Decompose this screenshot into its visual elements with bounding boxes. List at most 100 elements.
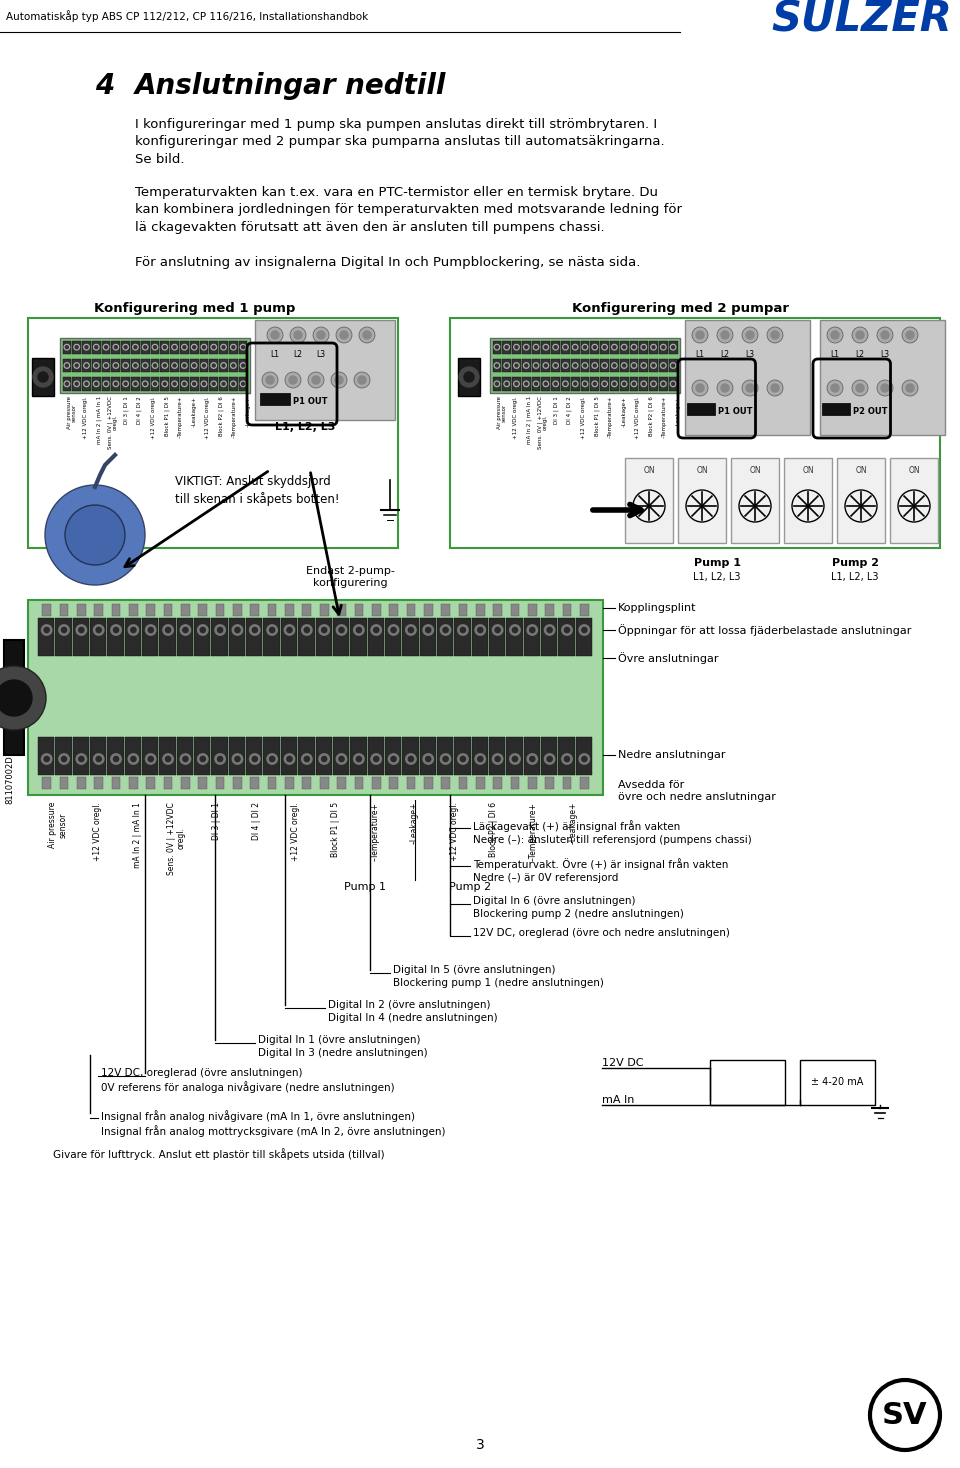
Bar <box>581 358 589 373</box>
Bar <box>73 737 89 775</box>
Circle shape <box>672 345 675 348</box>
Bar <box>571 341 580 354</box>
Bar <box>649 341 658 354</box>
Text: VIKTIGT: Anslut skyddsjord
till skenan i skåpets botten!: VIKTIGT: Anslut skyddsjord till skenan i… <box>175 476 340 506</box>
Bar <box>246 618 262 656</box>
Circle shape <box>132 345 138 349</box>
Circle shape <box>495 364 498 367</box>
Text: Givare för lufttryck. Anslut ett plastör till skåpets utsida (tillval): Givare för lufttryck. Anslut ett plastör… <box>53 1148 385 1160</box>
Circle shape <box>340 330 348 339</box>
Text: 12V DC, oreglerad (övre anslutningen)
0V referens för analoga nivågivare (nedre : 12V DC, oreglerad (övre anslutningen) 0V… <box>101 1069 395 1094</box>
Circle shape <box>767 380 783 396</box>
Circle shape <box>652 364 655 367</box>
Circle shape <box>642 382 645 385</box>
Text: 12V DC: 12V DC <box>602 1058 643 1069</box>
Bar <box>151 377 159 390</box>
Bar <box>228 358 238 373</box>
Circle shape <box>191 382 197 386</box>
Text: mA In 2 | mA In 1: mA In 2 | mA In 1 <box>132 802 142 868</box>
Text: Block P2 | DI 6: Block P2 | DI 6 <box>490 802 498 857</box>
Bar <box>372 777 380 788</box>
Bar <box>160 358 169 373</box>
Bar <box>302 603 311 617</box>
Circle shape <box>827 380 843 396</box>
Circle shape <box>592 345 597 349</box>
Circle shape <box>371 625 381 636</box>
Circle shape <box>534 363 539 368</box>
Text: I konfigureringar med 1 pump ska pumpen anslutas direkt till strömbrytaren. I
ko: I konfigureringar med 1 pump ska pumpen … <box>135 117 664 166</box>
Circle shape <box>85 382 88 385</box>
Circle shape <box>641 363 646 368</box>
Circle shape <box>906 330 914 339</box>
Bar <box>125 618 141 656</box>
Text: +12 VDC oregl.: +12 VDC oregl. <box>581 396 586 439</box>
Circle shape <box>535 364 538 367</box>
Bar <box>209 341 218 354</box>
Circle shape <box>144 382 147 385</box>
Bar <box>62 341 71 354</box>
Circle shape <box>163 345 166 348</box>
Circle shape <box>235 756 240 762</box>
Text: Insignal från analog nivågivare (mA In 1, övre anslutningen)
Insignal från analo: Insignal från analog nivågivare (mA In 1… <box>101 1110 445 1138</box>
Circle shape <box>530 756 535 762</box>
Bar <box>146 777 156 788</box>
Circle shape <box>154 345 156 348</box>
Bar <box>800 1060 875 1105</box>
Circle shape <box>173 345 176 348</box>
Bar <box>639 341 648 354</box>
Circle shape <box>547 756 552 762</box>
Circle shape <box>391 756 396 762</box>
Circle shape <box>583 345 588 349</box>
Circle shape <box>543 382 548 386</box>
Text: –Leakage+: –Leakage+ <box>246 396 251 427</box>
Circle shape <box>530 627 535 633</box>
Bar <box>492 377 501 390</box>
Circle shape <box>105 364 108 367</box>
Circle shape <box>270 627 275 633</box>
Circle shape <box>240 345 246 349</box>
Bar <box>563 777 571 788</box>
Circle shape <box>651 382 657 386</box>
Text: L3: L3 <box>317 349 325 360</box>
Text: Sens. 0V | +12VDC
oregl.: Sens. 0V | +12VDC oregl. <box>537 396 548 449</box>
Bar <box>255 320 395 420</box>
Circle shape <box>547 627 552 633</box>
Circle shape <box>478 756 483 762</box>
Bar <box>506 618 522 656</box>
Bar <box>659 341 668 354</box>
Bar <box>385 618 401 656</box>
Circle shape <box>651 345 657 349</box>
Circle shape <box>371 753 381 765</box>
Circle shape <box>319 625 329 636</box>
Circle shape <box>319 753 329 765</box>
Circle shape <box>134 345 137 348</box>
Circle shape <box>603 382 606 385</box>
Circle shape <box>672 364 675 367</box>
Circle shape <box>623 364 626 367</box>
Text: Pump 2: Pump 2 <box>448 882 491 893</box>
Bar <box>639 377 648 390</box>
Bar <box>320 603 328 617</box>
Circle shape <box>641 345 646 349</box>
Circle shape <box>74 382 80 386</box>
Circle shape <box>515 382 518 385</box>
Circle shape <box>59 625 69 636</box>
Circle shape <box>572 345 578 349</box>
Circle shape <box>317 330 325 339</box>
Bar <box>489 737 505 775</box>
Circle shape <box>579 625 589 636</box>
Circle shape <box>212 345 215 348</box>
Circle shape <box>870 1380 940 1450</box>
Bar <box>239 377 248 390</box>
Circle shape <box>574 382 577 385</box>
Circle shape <box>110 625 121 636</box>
Bar <box>28 600 603 796</box>
Circle shape <box>284 625 295 636</box>
Text: –Temperature+: –Temperature+ <box>232 396 237 439</box>
Bar <box>820 320 945 435</box>
Circle shape <box>252 627 257 633</box>
Bar <box>506 737 522 775</box>
Text: L2: L2 <box>721 349 730 360</box>
Bar <box>710 1060 785 1105</box>
Circle shape <box>304 756 309 762</box>
